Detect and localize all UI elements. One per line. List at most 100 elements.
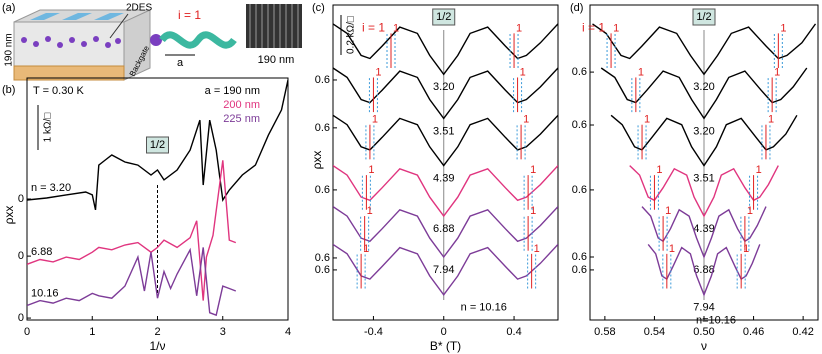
y-axis-label: ρxx	[310, 151, 324, 170]
marker-label: 1	[516, 22, 522, 34]
marker-label: 1	[638, 66, 644, 78]
curve-label: 4.39	[433, 173, 454, 185]
marker-label: 1	[530, 205, 536, 217]
curve	[629, 165, 779, 218]
x-axis-label: ν	[701, 339, 707, 353]
panel-label: (d)	[570, 2, 583, 14]
scale-label: 1 kΩ/□	[43, 113, 54, 143]
half-filling-box	[146, 136, 169, 154]
y-axis-label: ρxx	[2, 206, 16, 225]
marker-label: 1	[534, 243, 540, 255]
x-tick-label: 0.58	[594, 326, 615, 338]
y-tick-label: 0.6	[315, 264, 330, 276]
marker-label: 1	[363, 243, 369, 255]
curve	[27, 79, 288, 211]
electron	[150, 34, 162, 46]
curve-label: 6.88	[433, 223, 454, 235]
marker-label: 1	[375, 66, 381, 78]
helix	[159, 31, 237, 49]
marker-label: 1	[743, 243, 749, 255]
marker-label: 1	[613, 22, 619, 34]
x-tick-label: -0.4	[364, 326, 383, 338]
marker-label: 1	[372, 114, 378, 126]
x-tick-label: 0.46	[743, 326, 764, 338]
marker-label: 1	[656, 164, 662, 176]
marker-label: 1	[747, 205, 753, 217]
y-tick-label: 0	[18, 250, 24, 262]
half-filling-box	[432, 8, 456, 26]
x-tick-label: 0	[441, 326, 447, 338]
curve	[592, 23, 817, 76]
panel-a: (a) 190 nm Backgate 2DES i = 1 a 190 nm	[2, 2, 302, 81]
y-tick-label: 0.6	[572, 119, 587, 131]
curve-label: 3.20	[433, 81, 454, 93]
marker-label: 1	[644, 114, 650, 126]
x-tick-label: 3	[220, 326, 226, 338]
y-tick-label: 0	[18, 312, 24, 324]
stripe	[30, 13, 60, 20]
curve	[27, 247, 237, 317]
stripe	[62, 13, 92, 20]
curve	[333, 67, 558, 120]
curve-label: 3.20	[693, 125, 714, 137]
height-label: 190 nm	[4, 33, 15, 66]
marker-label: 1	[530, 164, 536, 176]
sem-scale-label: 190 nm	[258, 54, 295, 66]
marker-label: 1	[523, 114, 529, 126]
marker-label: 1	[393, 22, 399, 34]
marker-label: 1	[368, 164, 374, 176]
curve	[333, 243, 558, 296]
backgate	[13, 65, 125, 81]
marker-title: i = 1	[362, 21, 385, 35]
marker-label: 1	[756, 164, 762, 176]
marker-label: 1	[520, 66, 526, 78]
marker-label: 1	[774, 66, 780, 78]
marker-label: 1	[669, 243, 675, 255]
x-tick-label: 0.50	[693, 326, 714, 338]
y-tick-label: 0.6	[315, 252, 330, 264]
curve-label: 6.88	[31, 246, 52, 258]
plot-frame	[332, 4, 559, 321]
x-tick-label: 4	[285, 326, 291, 338]
x-tick-label: 1	[89, 326, 95, 338]
curve	[610, 114, 798, 167]
curve	[600, 67, 808, 120]
half-filling-label: 1/2	[436, 11, 451, 23]
curve-label: 3.51	[433, 125, 454, 137]
y-tick-label: 0	[18, 193, 24, 205]
curve	[647, 243, 761, 297]
half-filling-label: 1/2	[150, 139, 165, 151]
y-tick-label: 0.6	[572, 264, 587, 276]
curve-label: 4.39	[693, 223, 714, 235]
device-side	[123, 9, 151, 81]
curve-label: 10.16	[31, 287, 59, 299]
curve-label: 7.94	[433, 264, 454, 276]
curve-label: n = 10.16	[461, 302, 507, 314]
panel-label: (b)	[2, 84, 15, 96]
marker-label: 1	[780, 22, 786, 34]
curve-label: 3.51	[693, 173, 714, 185]
y-tick-label: 0.6	[572, 251, 587, 263]
end-label: n=10.16	[696, 315, 736, 327]
y-tick-label: 0.6	[572, 66, 587, 78]
marker-label: 1	[665, 205, 671, 217]
y-tick-label: 0.6	[315, 74, 330, 86]
half-filling-label: 1/2	[696, 11, 711, 23]
legend-entry: 225 nm	[223, 113, 260, 125]
marker-label: 1	[768, 114, 774, 126]
marker-label: 1	[367, 205, 373, 217]
legend-entry: a = 190 nm	[205, 85, 260, 97]
scale-label: 0.2 kΩ/□	[346, 16, 357, 54]
x-tick-label: 0.4	[506, 326, 521, 338]
y-tick-label: 0.6	[572, 184, 587, 196]
x-tick-label: 2	[154, 326, 160, 338]
x-tick-label: 0.54	[644, 326, 665, 338]
marker-title: i = 1	[582, 21, 605, 35]
x-tick-label: 0.42	[792, 326, 813, 338]
curve-label: 3.20	[693, 81, 714, 93]
curve-label: 6.88	[693, 264, 714, 276]
electrons	[21, 36, 121, 48]
x-tick-label: 0	[24, 326, 30, 338]
sem-stripes	[249, 4, 299, 48]
